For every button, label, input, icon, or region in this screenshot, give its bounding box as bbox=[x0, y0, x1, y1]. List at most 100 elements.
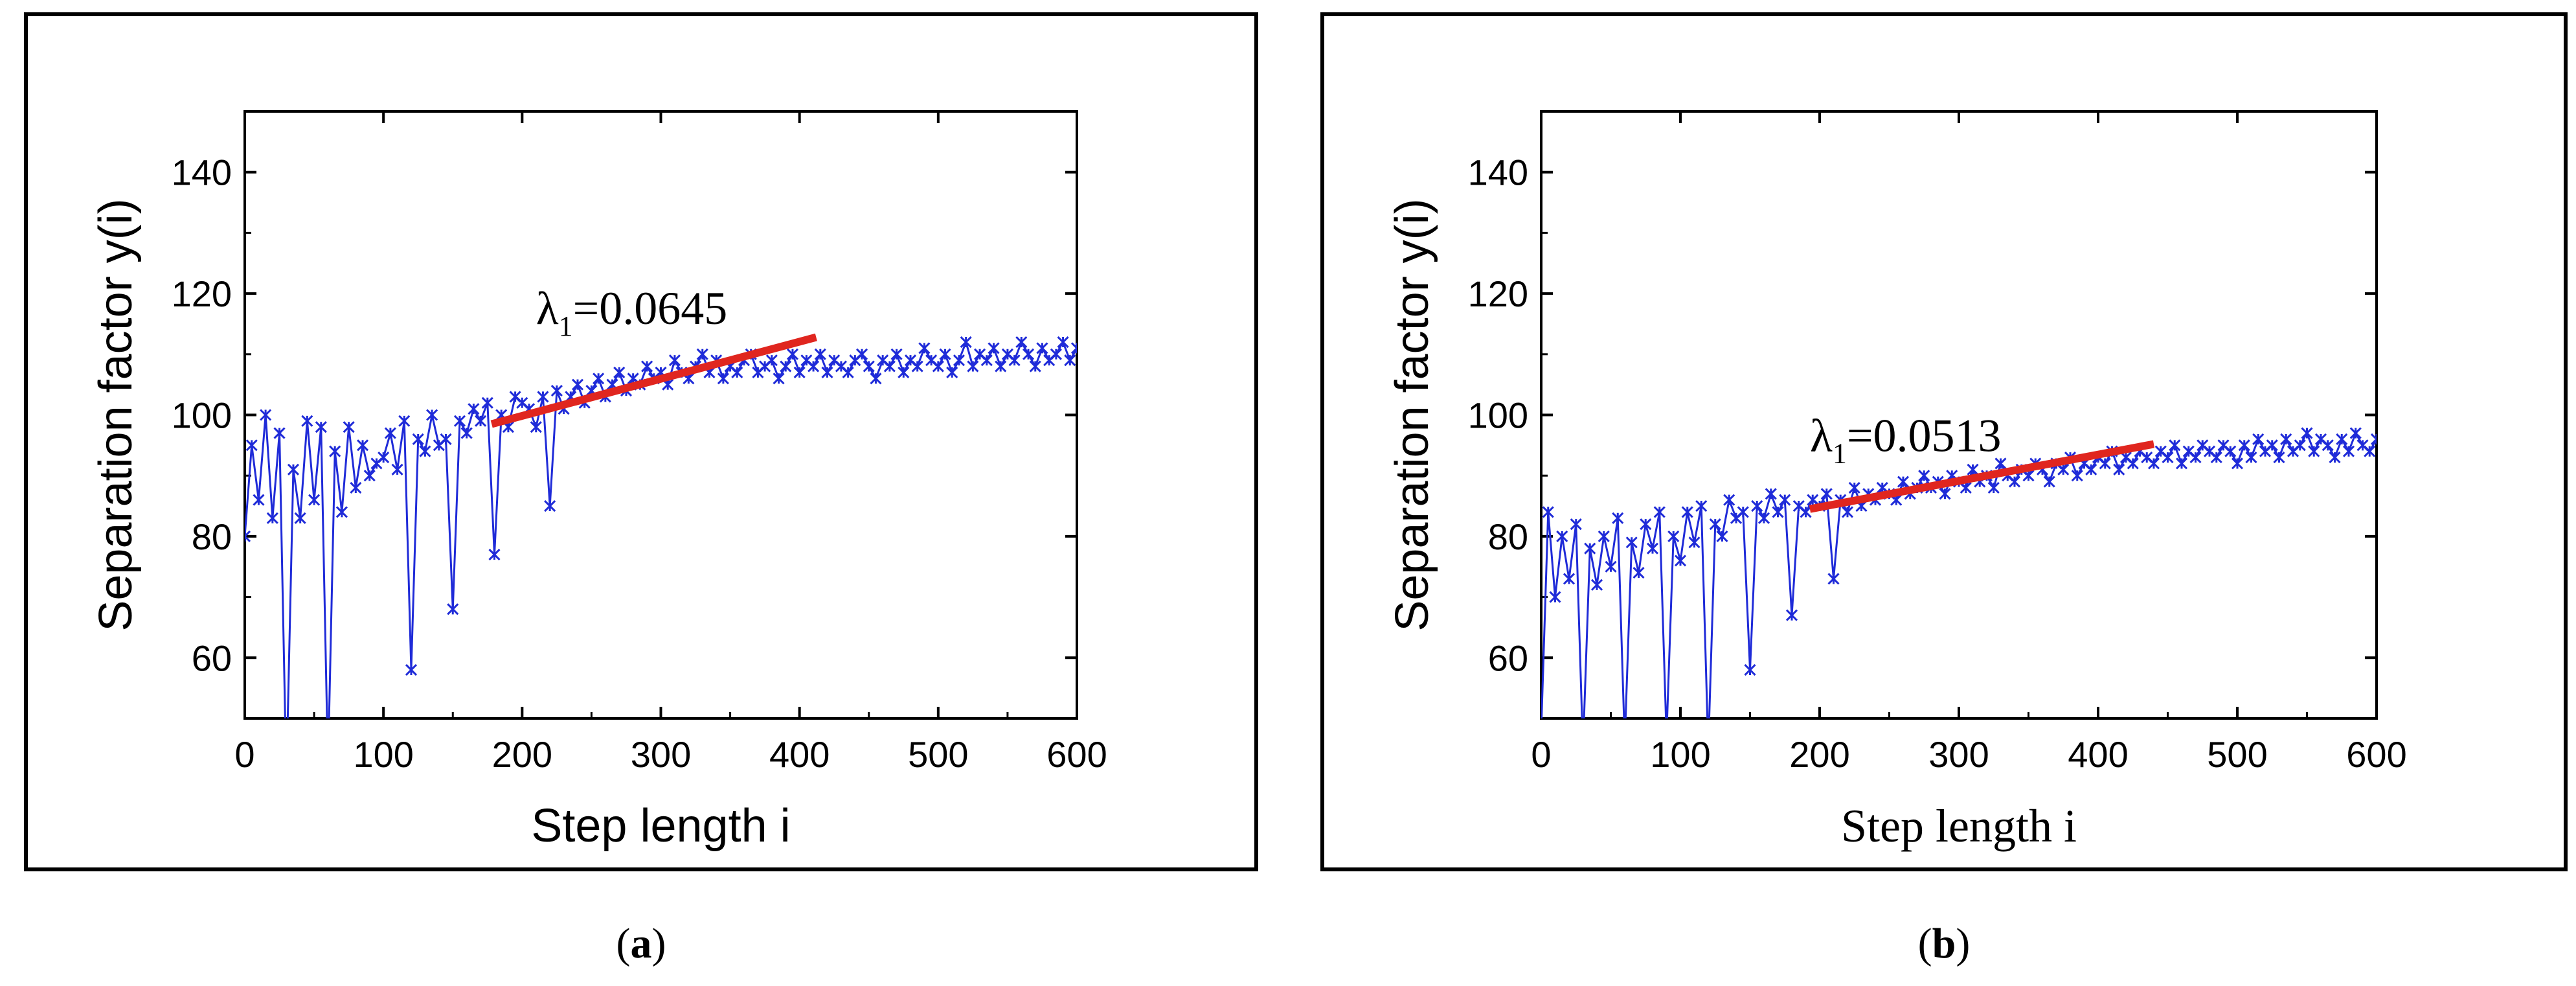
x-tick-label: 0 bbox=[1531, 734, 1551, 775]
data-point bbox=[1695, 499, 1708, 512]
x-tick-label: 400 bbox=[2068, 734, 2128, 775]
data-point bbox=[1939, 488, 1951, 500]
data-point bbox=[1716, 530, 1728, 542]
data-point bbox=[821, 366, 833, 378]
data-point bbox=[1800, 506, 1812, 518]
y-tick-label: 80 bbox=[192, 516, 232, 557]
data-point bbox=[870, 373, 882, 385]
data-point bbox=[814, 348, 826, 360]
data-point bbox=[1744, 663, 1756, 676]
data-point bbox=[398, 415, 411, 427]
data-point bbox=[1022, 348, 1035, 360]
data-point bbox=[731, 366, 743, 378]
data-point bbox=[1050, 348, 1062, 360]
data-point bbox=[544, 499, 556, 512]
data-point bbox=[391, 463, 403, 476]
data-point bbox=[773, 373, 785, 385]
data-point bbox=[245, 530, 251, 542]
data-point bbox=[315, 421, 327, 433]
data-point bbox=[363, 470, 376, 482]
data-point bbox=[1584, 542, 1596, 555]
data-point bbox=[1029, 360, 1041, 373]
data-point bbox=[2113, 463, 2125, 476]
panel-frame bbox=[1320, 12, 2568, 871]
data-point bbox=[765, 354, 778, 367]
x-tick-label: 100 bbox=[353, 734, 413, 775]
data-point bbox=[1612, 512, 1624, 524]
data-point bbox=[2329, 452, 2341, 464]
data-point bbox=[537, 391, 549, 403]
lambda-annotation: λ1=0.0513 bbox=[1810, 410, 2002, 470]
data-point bbox=[1765, 488, 1777, 500]
data-point bbox=[488, 548, 501, 561]
data-point bbox=[995, 360, 1007, 373]
data-point bbox=[571, 378, 584, 391]
data-point bbox=[329, 445, 341, 457]
data-point bbox=[460, 427, 473, 439]
data-point bbox=[281, 774, 291, 785]
data-point bbox=[2162, 452, 2174, 464]
series-layer bbox=[1541, 427, 2377, 754]
data-point bbox=[1848, 481, 1860, 494]
data-point bbox=[2175, 457, 2188, 470]
data-point bbox=[1057, 336, 1069, 349]
x-axis-title: Step length i bbox=[531, 800, 790, 852]
y-tick-label: 120 bbox=[1468, 273, 1528, 314]
data-point bbox=[426, 409, 438, 421]
data-point bbox=[793, 366, 806, 378]
data-point bbox=[890, 348, 903, 360]
data-point bbox=[1646, 542, 1659, 555]
data-point bbox=[2127, 457, 2139, 470]
data-point bbox=[1918, 470, 1930, 482]
data-point bbox=[481, 396, 493, 409]
y-tick-label: 80 bbox=[1488, 516, 1528, 557]
fit-line bbox=[1809, 440, 2155, 513]
data-point bbox=[641, 360, 653, 373]
x-tick-label: 300 bbox=[1928, 734, 1989, 775]
data-point bbox=[1633, 567, 1645, 579]
data-point bbox=[593, 373, 605, 385]
data-point bbox=[1967, 463, 1979, 476]
plot-area bbox=[243, 110, 1078, 720]
data-point bbox=[980, 354, 993, 367]
data-point bbox=[468, 403, 480, 415]
x-tick-label: 200 bbox=[492, 734, 552, 775]
data-point bbox=[2336, 433, 2348, 446]
data-point bbox=[1751, 499, 1763, 512]
data-point bbox=[419, 445, 431, 457]
data-point bbox=[412, 433, 424, 446]
data-point bbox=[1737, 506, 1749, 518]
data-point bbox=[1772, 506, 1784, 518]
x-tick-label: 500 bbox=[908, 734, 968, 775]
x-tick-label: 300 bbox=[631, 734, 691, 775]
x-tick-label: 600 bbox=[1046, 734, 1107, 775]
data-point bbox=[1563, 573, 1576, 585]
data-point bbox=[2273, 452, 2285, 464]
data-point bbox=[2322, 439, 2334, 452]
y-tick-label: 120 bbox=[172, 273, 232, 314]
data-point bbox=[253, 494, 265, 506]
data-point bbox=[453, 415, 466, 427]
data-point bbox=[967, 360, 979, 373]
data-point bbox=[717, 373, 729, 385]
axis-ticks: 0 100 200 300 400 500 600 60 80 100 120 140 bbox=[172, 111, 1107, 775]
data-point bbox=[1578, 744, 1588, 754]
data-point bbox=[550, 384, 563, 397]
data-point bbox=[1785, 609, 1798, 621]
data-point bbox=[245, 439, 258, 452]
y-tick-label: 100 bbox=[1468, 395, 1528, 436]
data-point bbox=[2349, 427, 2362, 439]
data-point bbox=[918, 342, 931, 354]
panel-b: 0 100 200 300 400 500 600 60 80 100 120 140 λ1=0.05… bbox=[1320, 12, 2568, 967]
data-point bbox=[1605, 560, 1617, 573]
axis-ticks: 0 100 200 300 400 500 600 60 80 100 120 140 bbox=[1468, 111, 2407, 775]
panel-a: 0 100 200 300 400 500 600 60 80 100 120 140 λ1=0.06… bbox=[24, 12, 1258, 967]
data-point bbox=[530, 421, 542, 433]
data-point bbox=[696, 348, 708, 360]
data-point bbox=[378, 452, 390, 464]
data-point bbox=[2085, 463, 2097, 476]
data-point bbox=[2147, 457, 2160, 470]
y-tick-label: 140 bbox=[172, 152, 232, 193]
data-point bbox=[786, 348, 799, 360]
